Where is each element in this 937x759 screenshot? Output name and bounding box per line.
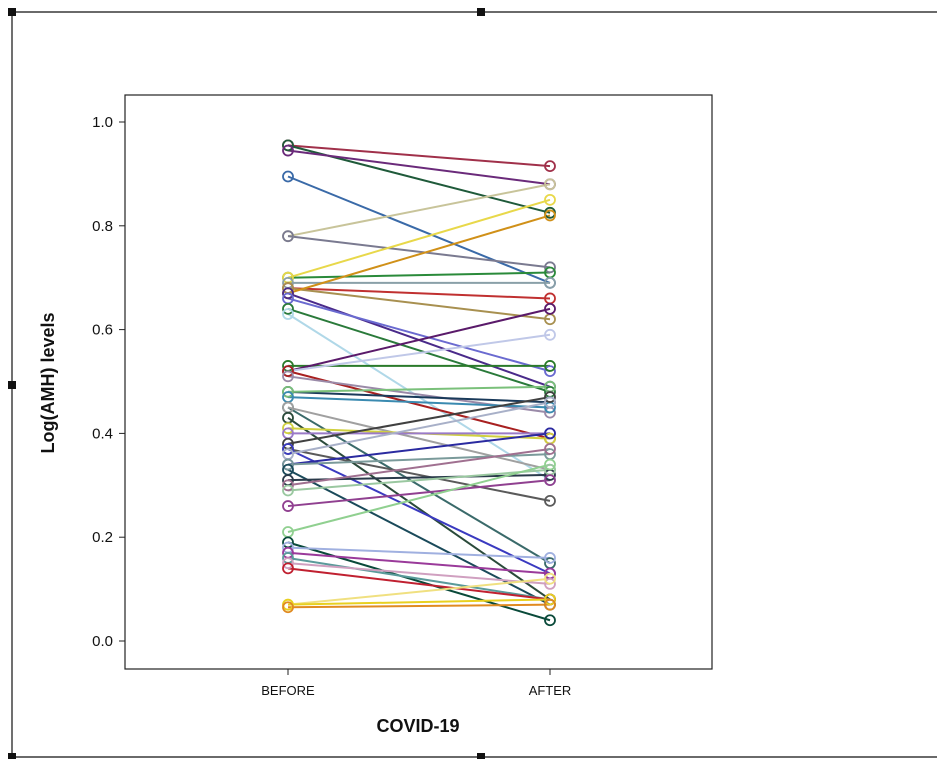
data-point-35-before (282, 458, 294, 471)
x-axis-title: COVID-19 (376, 716, 459, 736)
data-point-20-before (282, 365, 294, 378)
series-line-40 (287, 479, 551, 508)
y-axis-title: Log(AMH) levels (38, 312, 58, 453)
data-point-23-before (282, 385, 294, 398)
series-line-47 (287, 567, 551, 601)
y-tick-label: 0.6 (92, 322, 113, 339)
data-point-13-before (282, 287, 294, 300)
data-point-47-before (282, 562, 294, 575)
y-tick-label: 1.0 (92, 114, 113, 131)
data-point-31-after (544, 494, 556, 507)
data-point-1-after (544, 160, 556, 173)
series-markers (282, 139, 556, 627)
data-point-50-before (282, 601, 294, 614)
series-line-32 (287, 448, 551, 575)
resize-handle-top-left[interactable] (8, 8, 16, 16)
data-point-42-after (544, 614, 556, 627)
series-line-45 (287, 556, 551, 601)
series-line-14 (287, 297, 551, 373)
series-line-31 (287, 447, 551, 502)
data-point-12-after (544, 209, 556, 222)
series-line-22 (287, 390, 551, 404)
data-point-40-before (282, 500, 294, 512)
data-point-18-after (544, 302, 556, 315)
series-line-44 (287, 551, 551, 575)
series-line-18 (287, 307, 551, 373)
data-point-6-after (544, 261, 556, 274)
data-point-33-after (544, 396, 556, 409)
data-point-14-after (544, 365, 556, 378)
series-line-4 (287, 175, 551, 284)
data-point-41-after (544, 458, 556, 471)
x-axis: BEFORE AFTER (261, 669, 571, 698)
data-point-30-after (544, 391, 556, 403)
series-line-10 (287, 287, 551, 300)
resize-handle-middle-left[interactable] (8, 381, 16, 389)
resize-handle-top-center[interactable] (477, 8, 485, 16)
series-lines (287, 144, 551, 622)
resize-handle-bottom-left[interactable] (8, 753, 16, 759)
data-point-38-before (282, 479, 294, 492)
series-line-23 (287, 385, 551, 393)
data-point-49-after (544, 593, 556, 606)
series-line-12 (287, 214, 551, 295)
data-point-2-before (282, 139, 294, 152)
y-tick-label: 0.8 (92, 218, 113, 235)
series-line-26 (287, 406, 551, 471)
data-point-43-after (544, 552, 556, 564)
series-line-38 (287, 447, 551, 487)
series-line-34 (287, 432, 551, 466)
data-point-4-before (282, 170, 294, 183)
y-tick-label: 0.2 (92, 529, 113, 546)
data-point-32-before (282, 443, 294, 455)
series-line-15 (287, 307, 551, 393)
data-point-3-before (282, 144, 294, 157)
y-axis: 0.0 0.2 0.4 0.6 0.8 1.0 (92, 114, 125, 650)
data-point-34-after (544, 427, 556, 440)
series-line-11 (287, 287, 551, 321)
series-line-19 (287, 333, 551, 373)
data-point-16-before (282, 308, 294, 320)
series-line-6 (287, 235, 551, 269)
data-point-6-before (282, 230, 294, 243)
series-line-49 (287, 598, 551, 606)
series-line-43 (287, 546, 551, 559)
series-line-39 (287, 468, 551, 492)
series-line-30 (287, 396, 551, 445)
y-tick-label: 0.4 (92, 425, 113, 442)
data-point-19-after (544, 328, 556, 341)
series-line-41 (287, 463, 551, 533)
data-point-28-before (282, 422, 294, 435)
resize-handle-bottom-center[interactable] (477, 753, 485, 759)
data-point-46-before (282, 557, 294, 570)
series-line-3 (287, 149, 551, 186)
data-point-17-after (544, 360, 556, 372)
data-point-8-after (544, 193, 556, 206)
data-point-5-after (544, 178, 556, 191)
series-line-50 (287, 603, 551, 609)
data-point-48-after (544, 572, 556, 585)
data-point-15-before (282, 302, 294, 315)
series-line-48 (287, 577, 551, 606)
data-point-21-before (282, 370, 294, 383)
series-line-8 (287, 198, 551, 279)
series-line-5 (287, 183, 551, 238)
data-point-38-after (544, 443, 556, 455)
series-line-46 (287, 562, 551, 585)
x-category-label: AFTER (529, 683, 572, 698)
x-category-label: BEFORE (261, 683, 315, 698)
data-point-46-after (544, 578, 556, 590)
series-line-33 (287, 401, 551, 456)
data-point-39-before (282, 484, 294, 497)
series-line-7 (287, 271, 551, 279)
data-point-40-after (544, 474, 556, 487)
y-tick-label: 0.0 (92, 633, 113, 650)
series-line-1 (287, 144, 551, 168)
data-point-50-after (544, 598, 556, 611)
data-point-9-after (544, 276, 556, 289)
